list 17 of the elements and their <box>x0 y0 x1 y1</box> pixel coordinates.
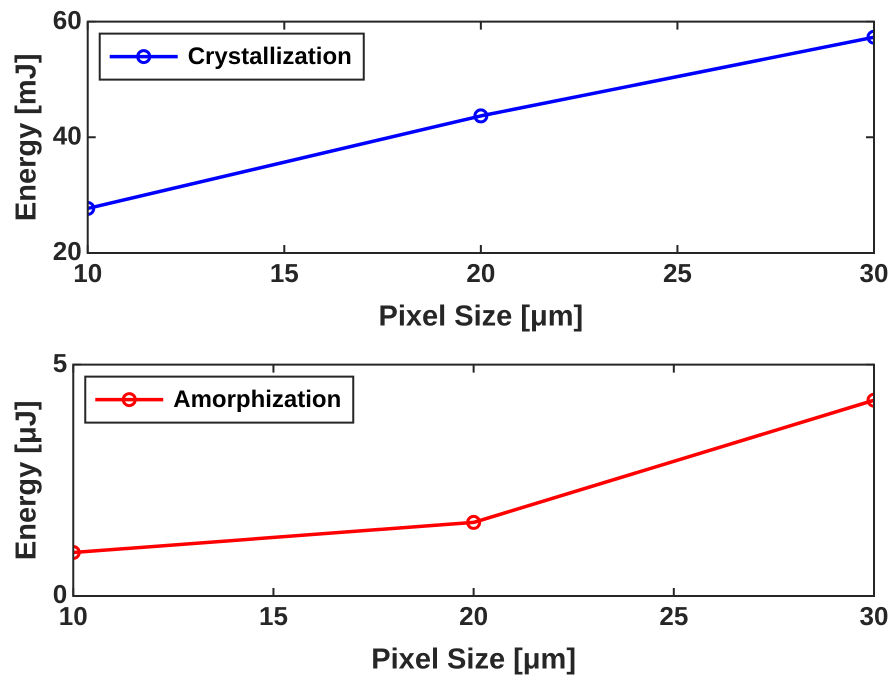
legend-label: Crystallization <box>188 43 352 70</box>
x-axis-title: Pixel Size [μm] <box>371 644 576 676</box>
x-tick-label: 15 <box>270 258 299 288</box>
legend-label: Amorphization <box>173 386 342 414</box>
x-tick-label: 30 <box>860 600 888 631</box>
x-tick-label: 20 <box>466 258 496 288</box>
y-axis-title: Energy [μJ] <box>10 400 42 560</box>
x-tick-label: 20 <box>459 600 488 631</box>
y-tick-label: 40 <box>52 120 82 150</box>
x-tick-label: 25 <box>662 258 692 288</box>
x-axis-title: Pixel Size [μm] <box>378 300 584 333</box>
x-tick-label: 30 <box>860 258 888 288</box>
x-tick-label: 15 <box>258 600 288 631</box>
y-axis-title: Energy [mJ] <box>10 53 42 222</box>
y-tick-label: 60 <box>52 4 82 35</box>
y-tick-label: 5 <box>52 348 68 378</box>
x-tick-label: 25 <box>659 600 688 631</box>
